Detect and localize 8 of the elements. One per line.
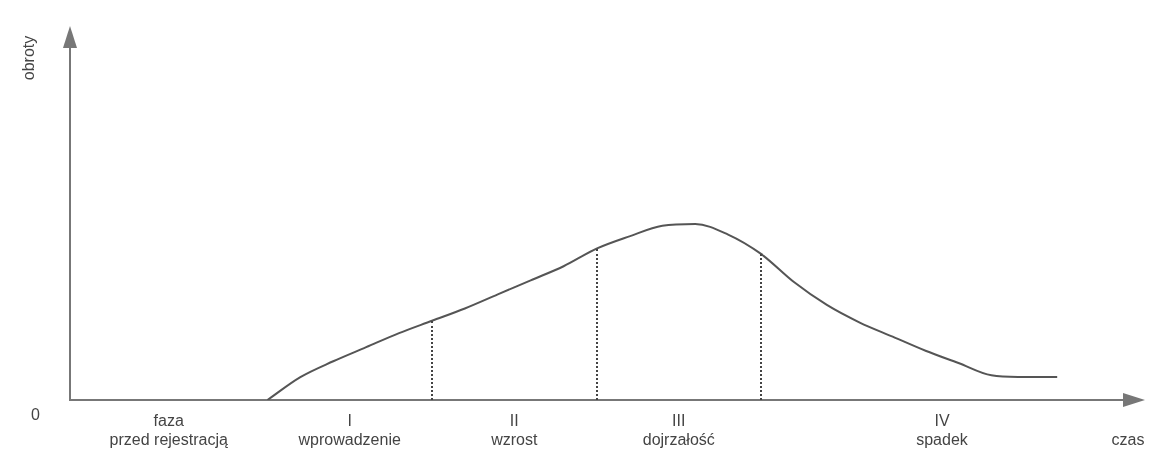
text: IV spadek bbox=[916, 412, 969, 449]
text: obroty bbox=[20, 35, 38, 81]
x-axis-title: czas bbox=[1111, 431, 1145, 449]
text: faza przed rejestracją bbox=[109, 412, 228, 449]
text: I wprowadzenie bbox=[297, 412, 401, 449]
text: II wzrost bbox=[490, 412, 538, 449]
text: III dojrzałość bbox=[642, 412, 715, 449]
text: 0 bbox=[31, 406, 41, 424]
